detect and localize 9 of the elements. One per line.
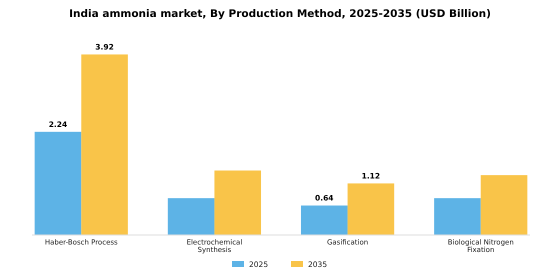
- bar: [434, 198, 481, 235]
- bar: [168, 198, 214, 235]
- bar: [300, 206, 348, 235]
- bar: [81, 54, 128, 235]
- bar: [34, 132, 82, 235]
- chart-title: India ammonia market, By Production Method, 2025-2035 (USD Billion): [69, 8, 491, 20]
- bar: [480, 175, 528, 235]
- bar: [348, 183, 394, 235]
- bar: [214, 170, 262, 235]
